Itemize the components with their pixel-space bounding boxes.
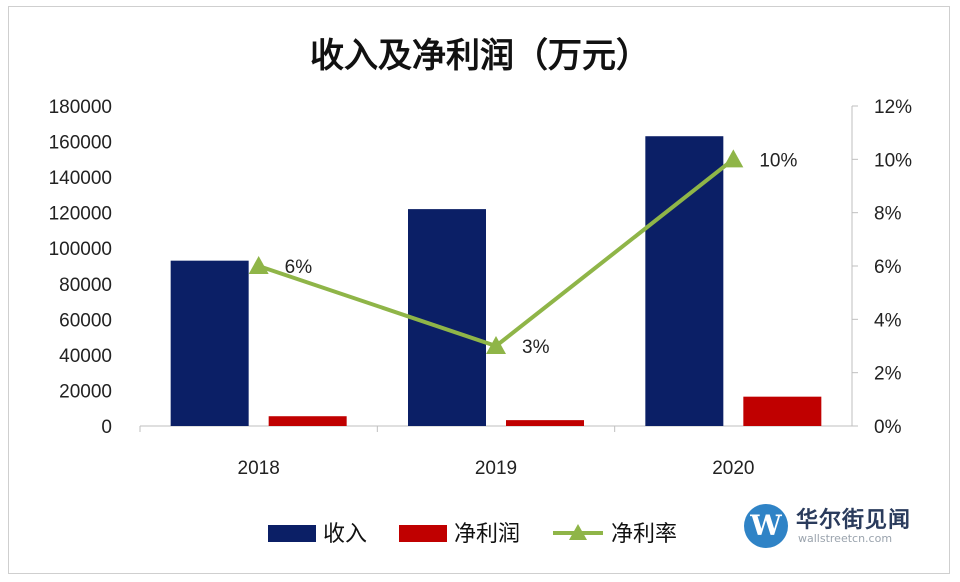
bar-收入-2018: [170, 260, 249, 426]
right-tick-label: 8%: [874, 204, 902, 225]
right-tick-label: 4%: [874, 310, 902, 331]
left-tick-label: 140000: [49, 168, 112, 189]
right-tick-label: 12%: [874, 97, 912, 118]
marker-净利率-2020: [723, 149, 744, 168]
left-tick-label: 180000: [49, 97, 112, 118]
bar-收入-2020: [645, 136, 724, 426]
data-label: 10%: [759, 150, 797, 171]
watermark-name: 华尔街见闻: [796, 507, 912, 533]
legend-label: 收入: [323, 522, 367, 547]
marker-净利率-2018: [248, 256, 269, 274]
watermark-logo: W 华尔街见闻 wallstreetcn.com: [744, 500, 954, 556]
bar-净利润-2019: [506, 420, 584, 426]
bar-净利润-2020: [743, 396, 822, 426]
left-tick-label: 20000: [59, 381, 112, 402]
left-tick-label: 100000: [49, 239, 112, 260]
left-tick-label: 120000: [49, 204, 112, 225]
right-tick-label: 10%: [874, 150, 912, 171]
legend-marker-净利率: [569, 524, 587, 540]
data-label: 3%: [522, 337, 550, 358]
right-tick-label: 2%: [874, 364, 902, 385]
x-tick-label: 2018: [238, 458, 280, 479]
data-label: 6%: [285, 257, 313, 278]
marker-净利率-2019: [486, 336, 506, 354]
left-tick-label: 0: [101, 417, 112, 438]
x-tick-label: 2019: [475, 458, 517, 479]
left-tick-label: 160000: [49, 133, 112, 154]
chart-title: 收入及净利润（万元）: [310, 36, 650, 76]
legend-label: 净利率: [611, 522, 677, 547]
right-tick-label: 6%: [874, 257, 902, 278]
left-tick-label: 80000: [59, 275, 112, 296]
left-tick-label: 40000: [59, 346, 112, 367]
wallstreetcn-logo-icon: W: [744, 504, 788, 548]
legend-swatch-净利润: [399, 525, 447, 542]
x-tick-label: 2020: [712, 458, 754, 479]
watermark-url: wallstreetcn.com: [798, 532, 893, 545]
legend-swatch-收入: [268, 525, 316, 542]
left-tick-label: 60000: [59, 310, 112, 331]
legend-label: 净利润: [454, 522, 520, 547]
bar-收入-2019: [408, 209, 486, 426]
right-tick-label: 0%: [874, 417, 902, 438]
bar-净利润-2018: [268, 416, 347, 426]
